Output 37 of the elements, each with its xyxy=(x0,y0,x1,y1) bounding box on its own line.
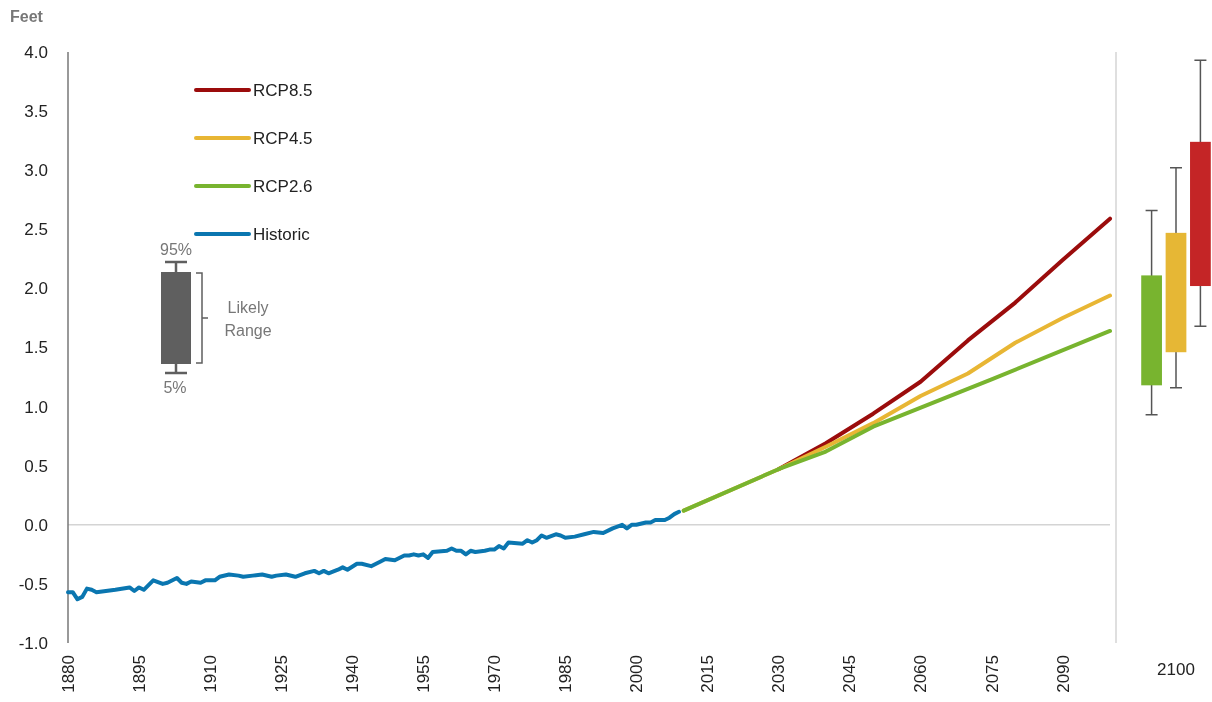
legend-label: RCP8.5 xyxy=(253,80,313,100)
x-tick-label: 2100 xyxy=(1157,660,1195,679)
x-tick-label: 2030 xyxy=(769,655,789,693)
x-tick-label: 2000 xyxy=(627,655,647,693)
annotation: 5% xyxy=(163,378,187,396)
y-tick-label: -1.0 xyxy=(18,633,48,653)
legend-label: RCP2.6 xyxy=(253,176,313,196)
x-tick-label: 2090 xyxy=(1053,655,1073,693)
y-tick-label: 1.0 xyxy=(24,397,48,417)
x-tick-label: 2045 xyxy=(840,655,860,693)
y-tick-label: 4.0 xyxy=(24,42,48,62)
x-tick-label: 2015 xyxy=(698,655,718,693)
y-tick-label: 2.0 xyxy=(24,279,48,299)
legend-label: RCP4.5 xyxy=(253,128,313,148)
x-tick-label: 1895 xyxy=(130,655,149,693)
annotation: Likely Range xyxy=(224,298,272,339)
annotation: 95% xyxy=(159,240,193,258)
x-tick-label: 1880 xyxy=(58,655,78,693)
line-series xyxy=(66,509,681,602)
x-tick-label: 1940 xyxy=(343,655,363,693)
line-series xyxy=(681,328,1112,513)
y-axis-title: Feet xyxy=(10,8,44,25)
x-tick-label: 1925 xyxy=(272,655,292,693)
x-tick-label: 2060 xyxy=(911,655,931,693)
x-tick-label: 1985 xyxy=(556,655,576,693)
y-tick-label: -0.5 xyxy=(18,574,48,594)
x-tick-label: 1970 xyxy=(485,655,505,693)
legend-label: Historic xyxy=(253,224,311,244)
y-tick-label: 0.0 xyxy=(24,515,48,535)
y-tick-label: 2.5 xyxy=(24,220,48,240)
x-tick-label: 1910 xyxy=(201,655,221,693)
y-tick-label: 3.5 xyxy=(24,102,48,122)
x-tick-label: 1955 xyxy=(414,655,434,693)
y-tick-label: 1.5 xyxy=(24,338,48,358)
y-tick-label: 0.5 xyxy=(24,456,48,476)
y-tick-label: 3.0 xyxy=(24,161,48,181)
x-tick-label: 2075 xyxy=(982,655,1002,693)
